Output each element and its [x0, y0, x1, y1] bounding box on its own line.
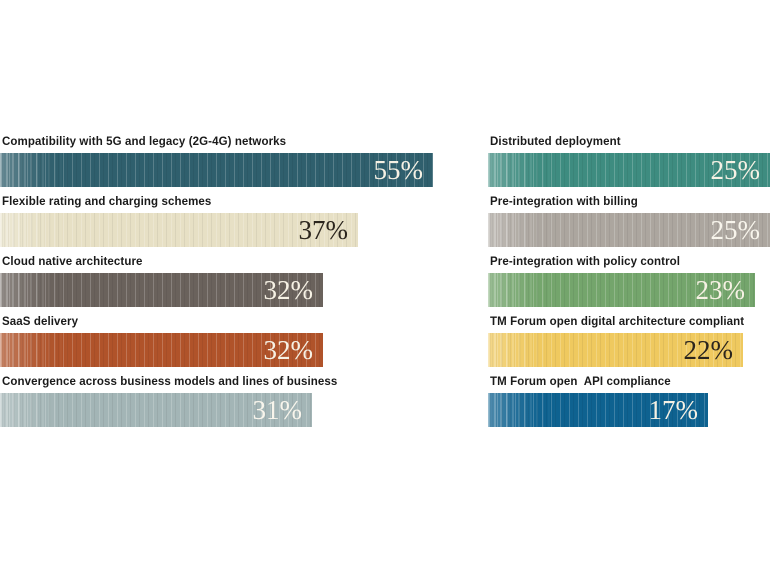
bar-label: Convergence across business models and l…	[2, 376, 338, 388]
bar: 17%	[488, 393, 708, 427]
bar-row: Pre-integration with billing 25%	[488, 196, 770, 256]
bar-label: Distributed deployment	[490, 136, 621, 148]
bar-value: 25%	[710, 155, 761, 185]
chart-column-right: Distributed deployment 25% Pre-integrati…	[488, 136, 770, 436]
bar-value: 22%	[683, 335, 734, 365]
bar-row: TM Forum open digital architecture compl…	[488, 316, 770, 376]
bar-value: 55%	[373, 155, 424, 185]
bar-row: Convergence across business models and l…	[0, 376, 433, 436]
bar: 37%	[0, 213, 358, 247]
bar: 23%	[488, 273, 755, 307]
bar-value: 37%	[298, 215, 349, 245]
bar-value: 32%	[263, 335, 314, 365]
bar-row: Distributed deployment 25%	[488, 136, 770, 196]
bar-label: SaaS delivery	[2, 316, 79, 328]
bar-row: Compatibility with 5G and legacy (2G-4G)…	[0, 136, 433, 196]
bar-label: Compatibility with 5G and legacy (2G-4G)…	[2, 136, 287, 148]
bar-label: TM Forum open API compliance	[490, 376, 671, 388]
bar: 31%	[0, 393, 312, 427]
bar: 25%	[488, 213, 770, 247]
bar-value: 25%	[710, 215, 761, 245]
bar-label: Flexible rating and charging schemes	[2, 196, 212, 208]
bar-row: Pre-integration with policy control 23%	[488, 256, 770, 316]
bar: 32%	[0, 273, 323, 307]
bar-row: TM Forum open API compliance 17%	[488, 376, 770, 436]
bar-label: Pre-integration with policy control	[490, 256, 681, 268]
bar: 25%	[488, 153, 770, 187]
bar-value: 17%	[648, 395, 699, 425]
bar-row: Flexible rating and charging schemes 37%	[0, 196, 433, 256]
bar-row: Cloud native architecture 32%	[0, 256, 433, 316]
bar-label: Cloud native architecture	[2, 256, 143, 268]
bar: 32%	[0, 333, 323, 367]
bar-row: SaaS delivery 32%	[0, 316, 433, 376]
bar-label: Pre-integration with billing	[490, 196, 638, 208]
bar: 22%	[488, 333, 743, 367]
bar-value: 32%	[263, 275, 314, 305]
bar: 55%	[0, 153, 433, 187]
bar-value: 31%	[252, 395, 303, 425]
bar-value: 23%	[695, 275, 746, 305]
chart-column-left: Compatibility with 5G and legacy (2G-4G)…	[0, 136, 433, 436]
bar-label: TM Forum open digital architecture compl…	[490, 316, 745, 328]
